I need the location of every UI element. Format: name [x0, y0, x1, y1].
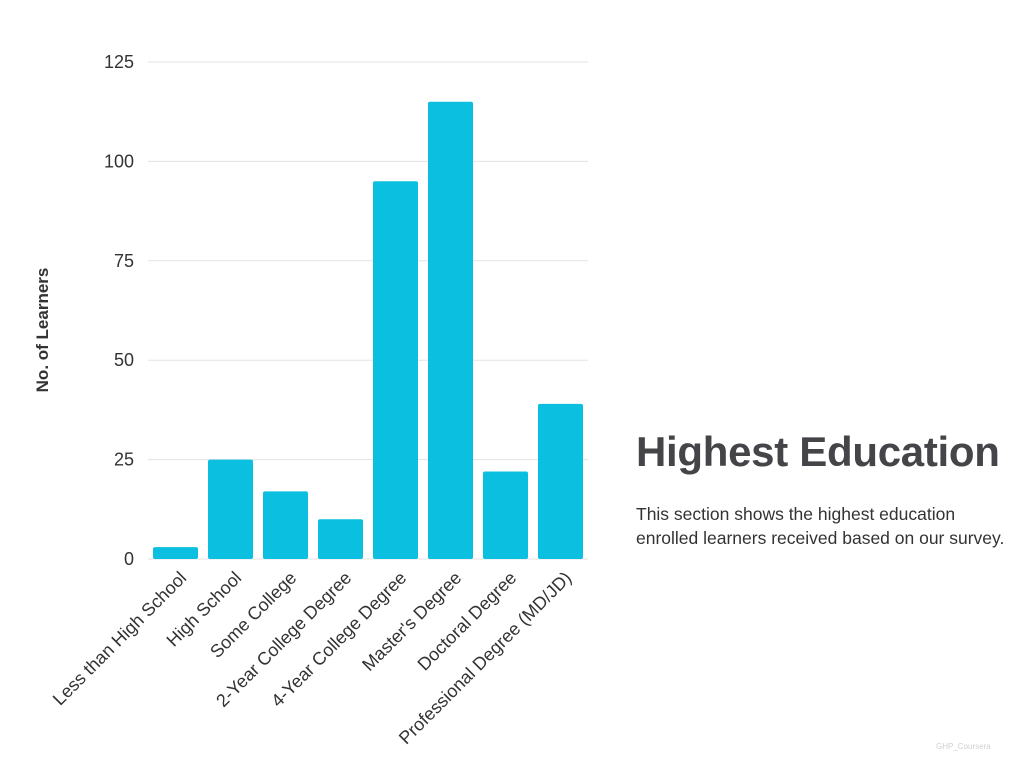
x-category-label: Master's Degree: [358, 568, 465, 675]
y-tick-label: 0: [124, 549, 134, 569]
bar: [318, 519, 363, 559]
section-description: This section shows the highest education…: [636, 504, 1005, 548]
side-panel: Highest Education This section shows the…: [636, 428, 1020, 550]
bars: [153, 101, 583, 559]
y-tick-label: 25: [114, 450, 134, 470]
bar: [208, 459, 253, 559]
bar: [538, 403, 583, 559]
bar: [263, 491, 308, 559]
x-category-label: Doctoral Degree: [414, 568, 521, 675]
y-tick-label: 125: [104, 52, 134, 72]
bar: [428, 101, 473, 559]
y-tick-label: 100: [104, 151, 134, 171]
y-tick-label: 75: [114, 251, 134, 271]
section-title: Highest Education: [636, 428, 1000, 475]
bar: [483, 471, 528, 559]
y-axis-title: No. of Learners: [33, 268, 52, 393]
watermark-text: GHP_Coursera: [936, 742, 991, 751]
bar: [373, 181, 418, 559]
y-axis-ticks: 0 25 50 75 100 125: [104, 52, 134, 569]
bar: [153, 547, 198, 559]
y-tick-label: 50: [114, 350, 134, 370]
